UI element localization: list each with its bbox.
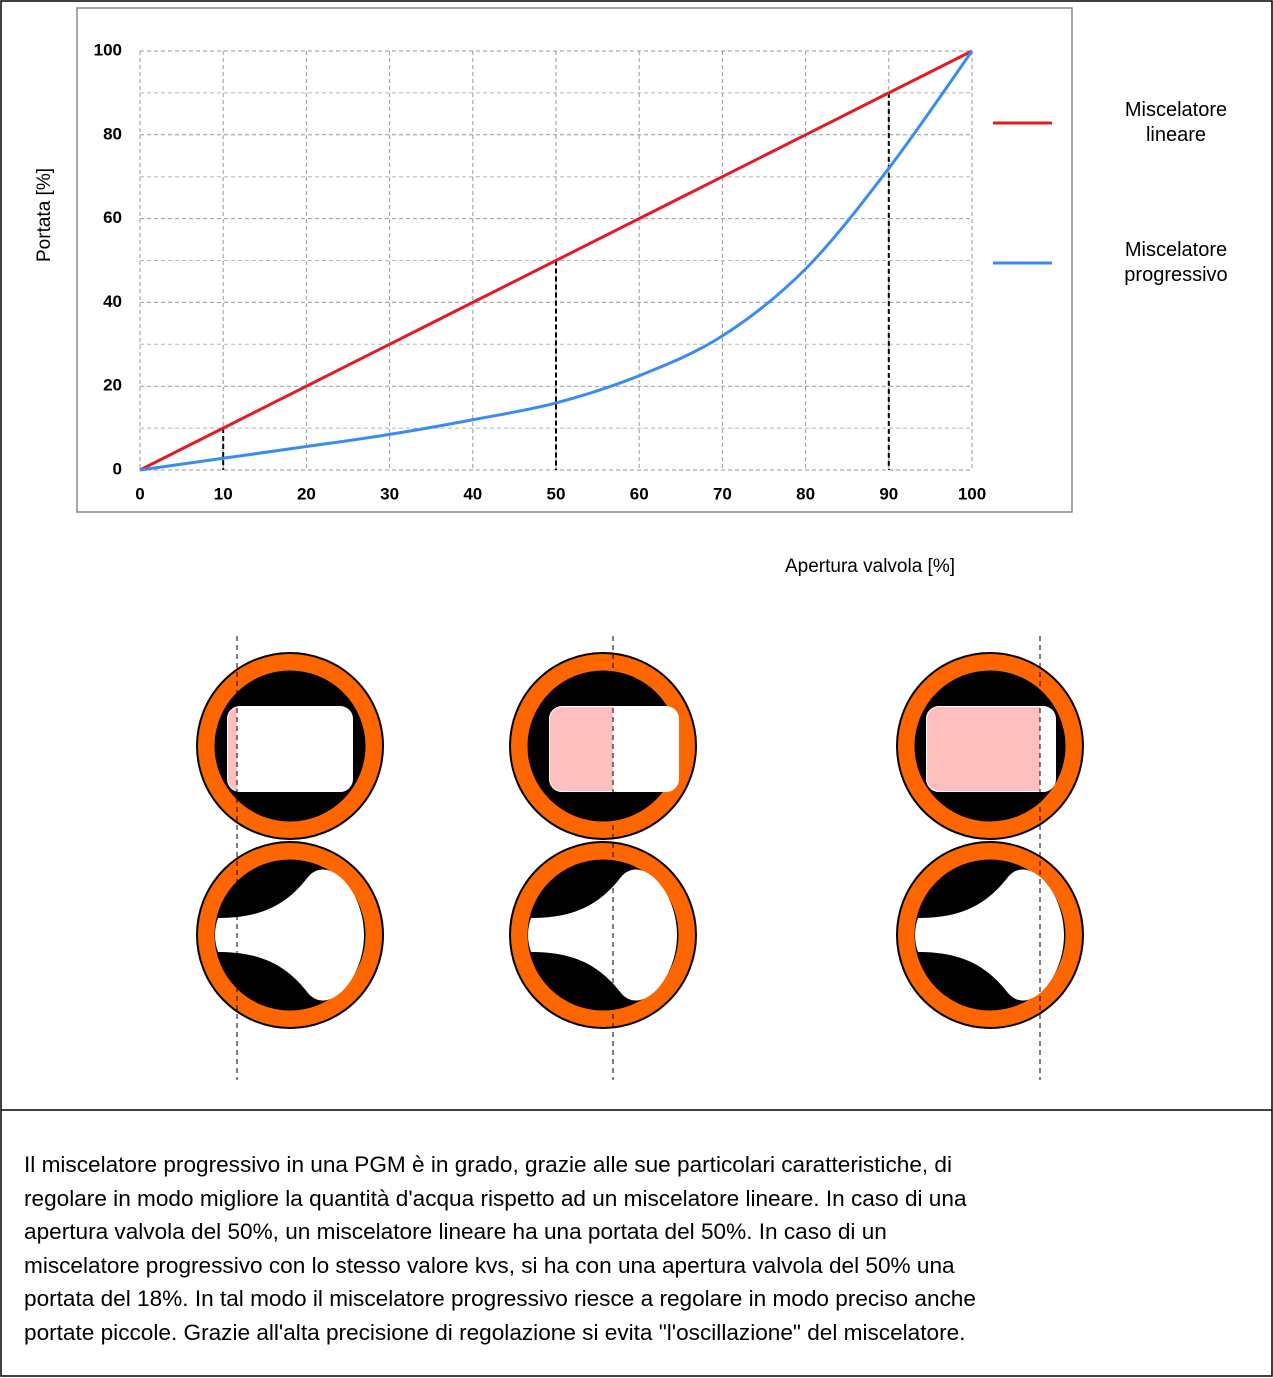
y-tick-label: 80 [103,124,122,143]
text-line: portata del 18%. In tal modo il miscelat… [24,1286,976,1311]
x-tick-label: 30 [380,484,399,503]
text-line: regolare in modo migliore la quantità d'… [24,1185,967,1211]
text-line: Il miscelatore progressivo in una PGM è … [24,1152,953,1177]
legend-label: Miscelatore lineare [1124,99,1228,146]
text-line: apertura valvola del 50%, un miscelatore… [24,1219,887,1244]
valve-diagrams [196,636,1084,1080]
plot: 0 20 40 60 80 100 0 10 20 30 40 50 60 70 80 90 100 [94,40,987,503]
opening-lines [236,636,1041,1080]
x-tick-label: 100 [958,484,986,503]
x-tick-label: 10 [214,484,233,503]
x-tick-label: 40 [463,484,482,503]
y-tick-label: 60 [103,208,122,227]
progressive-valve-row [196,841,1084,1029]
description: Il miscelatore progressivo in una PGM è … [24,1148,976,1349]
x-tick-label: 80 [796,484,815,503]
x-tick-label: 60 [630,484,649,503]
y-tick-label: 40 [103,292,122,311]
x-tick-label: 0 [135,484,144,503]
series-line [139,49,973,472]
text-line: miscelatore progressivo con lo stesso va… [24,1252,955,1278]
y-axis-label: Portata [%] [34,168,55,262]
x-axis-label: Apertura valvola [%] [785,556,955,577]
linear-valve-row [196,652,1084,840]
chart-frame [76,7,1073,513]
y-tick-label: 20 [103,376,122,395]
series-line [139,50,974,472]
x-tick-label: 20 [297,484,316,503]
x-tick-label: 90 [879,484,898,503]
x-tick-label: 70 [713,484,732,503]
text-line: portate piccole. Grazie all'alta precisi… [24,1319,966,1345]
legend-label: Miscelatore progressivo [1124,239,1228,286]
y-tick-label: 0 [113,459,122,478]
y-tick-label: 100 [94,40,122,59]
x-tick-label: 50 [547,484,566,503]
